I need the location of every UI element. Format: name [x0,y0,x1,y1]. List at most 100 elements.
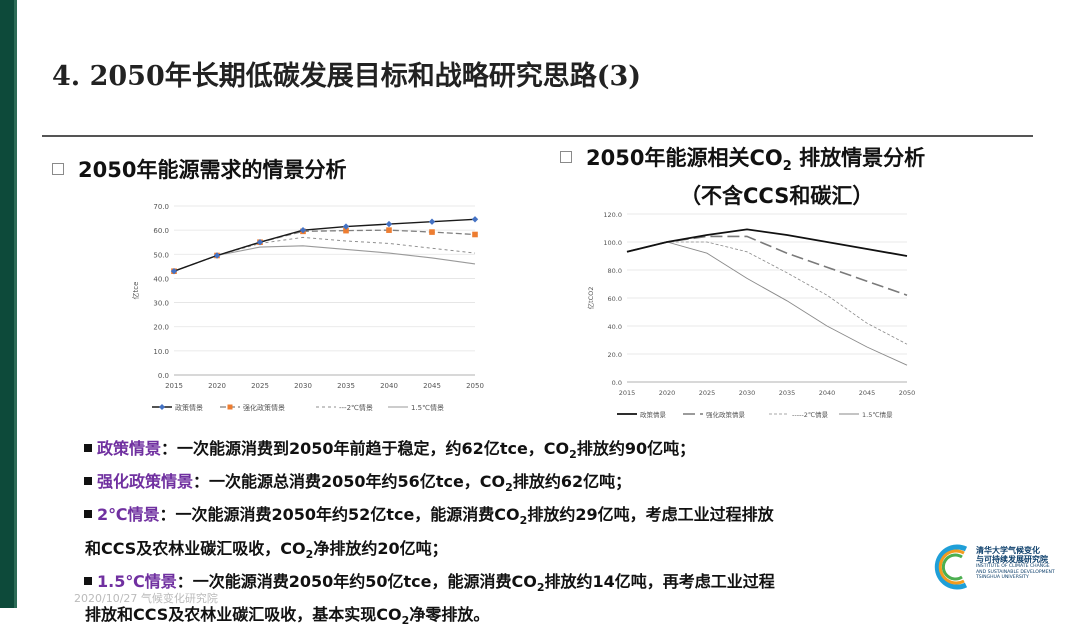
y-tick-label: 30.0 [153,300,169,308]
side-accent-line [14,0,17,608]
logo-en-line3: TSINGHUA UNIVERSITY [976,575,1029,580]
data-point-marker [343,227,349,234]
legend-marker [159,404,165,410]
x-tick-label: 2045 [423,382,441,390]
title-divider [42,135,1033,137]
x-tick-label: 2045 [859,389,876,397]
data-point-marker [471,216,479,223]
data-point-marker [299,226,307,234]
series-line [626,241,908,366]
data-point-marker [170,267,178,275]
square-bullet-icon [84,477,92,486]
data-point-marker [342,223,350,230]
note-text: 和CCS及农林业碳汇吸收，CO [85,538,306,558]
note-text: ：一次能源消费到2050年前趋于稳定，约62亿tce，CO [161,439,570,458]
data-point-marker [428,218,436,225]
note-item: 政策情景：一次能源消费到2050年前趋于稳定，约62亿tce，CO2排放约90亿… [84,435,904,468]
note-item: 2℃情景：一次能源消费2050年约52亿tce，能源消费CO2排放约29亿吨，考… [84,501,904,534]
side-accent-bar [0,0,17,608]
series-line [626,228,908,257]
note-text: 排放约29亿吨，考虑工业过程排放 [527,505,774,525]
note-subscript: 2 [536,580,545,594]
left-heading-text: 2050年能源需求的情景分析 [78,158,347,182]
x-tick-label: 2035 [337,382,355,390]
series-line [626,235,908,296]
note-term: 强化政策情景 [97,472,194,492]
logo-en-line2: AND SUSTAINABLE DEVELOPMENT [976,569,1055,575]
note-text: 排放约14亿吨，再考虑工业过程 [544,571,775,591]
square-bullet-icon [84,444,92,452]
data-point-marker [256,239,264,246]
right-heading-line2: （不含CCS和碳汇） [680,184,874,208]
square-bullet-icon [84,510,92,519]
legend-label: -----2℃情景 [792,410,829,419]
note-text: 排放约90亿吨； [576,439,696,458]
note-text: ：一次能源消费2050年约50亿tce，能源消费CO [176,571,537,591]
legend-label: 政策情景 [640,410,667,419]
x-tick-label: 2050 [466,382,484,390]
legend-label: 1.5℃情景 [411,403,444,412]
y-tick-label: 20.0 [153,324,169,332]
y-tick-label: 50.0 [153,251,169,259]
y-tick-label: 120.0 [603,211,622,219]
logo-cn-line1: 清华大学气候变化 [976,546,1040,555]
note-subscript: 2 [519,514,528,528]
x-tick-label: 2025 [251,382,269,390]
institute-logo-icon [934,544,968,590]
x-tick-label: 2040 [819,389,836,397]
legend-label: 政策情景 [175,403,203,412]
page-title: 4. 2050年长期低碳发展目标和战略研究思路(3) [52,61,642,92]
note-term: 2℃情景 [97,505,160,525]
y-tick-label: 40.0 [153,275,169,283]
legend-marker [227,404,233,410]
series-line [173,218,476,272]
right-heading: 2050年能源相关CO2 排放情景分析 [560,142,925,174]
energy-demand-chart: 0.0 10.0 20.0 30.0 40.0 50.0 60.0 70.0 2015 2020 2… [131,203,484,412]
y-tick-label: 60.0 [608,295,622,303]
logo-en-line1: INSTITUTE OF CLIMATE CHANGE [976,564,1050,569]
note-subscript: 2 [305,547,314,561]
y-tick-label: 40.0 [608,323,622,331]
x-tick-label: 2015 [165,382,183,390]
right-heading-post: 排放情景分析 [791,146,926,170]
note-subscript: 2 [505,481,513,495]
data-point-marker [472,231,478,238]
x-tick-label: 2050 [899,389,916,397]
series-line [173,245,476,272]
note-subscript: 2 [401,614,410,628]
legend-label: 强化政策情景 [706,410,746,419]
note-text: 净排放约20亿吨； [313,538,448,558]
note-text: ：一次能源总消费2050年约56亿tce，CO [193,472,506,492]
y-tick-label: 0.0 [612,379,622,387]
y-tick-label: 0.0 [158,372,169,380]
co2-emission-chart: 0.0 20.0 40.0 60.0 80.0 100.0 120.0 2015 2020 202… [586,211,916,419]
x-tick-label: 2040 [380,382,398,390]
note-continuation: 和CCS及农林业碳汇吸收，CO2净排放约20亿吨； [84,535,904,568]
note-term: 政策情景 [97,439,162,458]
legend-label: 强化政策情景 [243,403,285,412]
y-tick-label: 80.0 [608,267,622,275]
x-tick-label: 2015 [619,389,636,397]
y-axis-label: 亿tCO2 [586,287,595,310]
series-line [626,241,908,345]
x-tick-label: 2035 [779,389,796,397]
y-tick-label: 70.0 [153,203,169,211]
data-point-marker [385,220,393,228]
series-line [173,229,476,272]
left-heading: 2050年能源需求的情景分析 [52,154,346,184]
x-tick-label: 2025 [699,389,716,397]
y-axis-label: 亿tce [131,282,140,300]
note-subscript: 2 [569,448,577,462]
data-point-marker [213,252,221,259]
data-point-marker [429,229,435,235]
note-term: 1.5℃情景 [97,571,177,591]
y-tick-label: 100.0 [603,239,622,247]
legend-label: 1.5℃情景 [862,410,893,419]
institute-logo-text: 清华大学气候变化 与可持续发展研究院 INSTITUTE OF CLIMATE … [976,546,1055,581]
note-text: 排放约62亿吨； [512,472,632,492]
square-bullet-icon [84,576,92,585]
data-point-marker [386,227,392,233]
y-tick-label: 20.0 [608,351,622,359]
note-item: 1.5℃情景：一次能源消费2050年约50亿tce，能源消费CO2排放约14亿吨… [84,568,904,601]
y-tick-label: 60.0 [153,227,169,235]
